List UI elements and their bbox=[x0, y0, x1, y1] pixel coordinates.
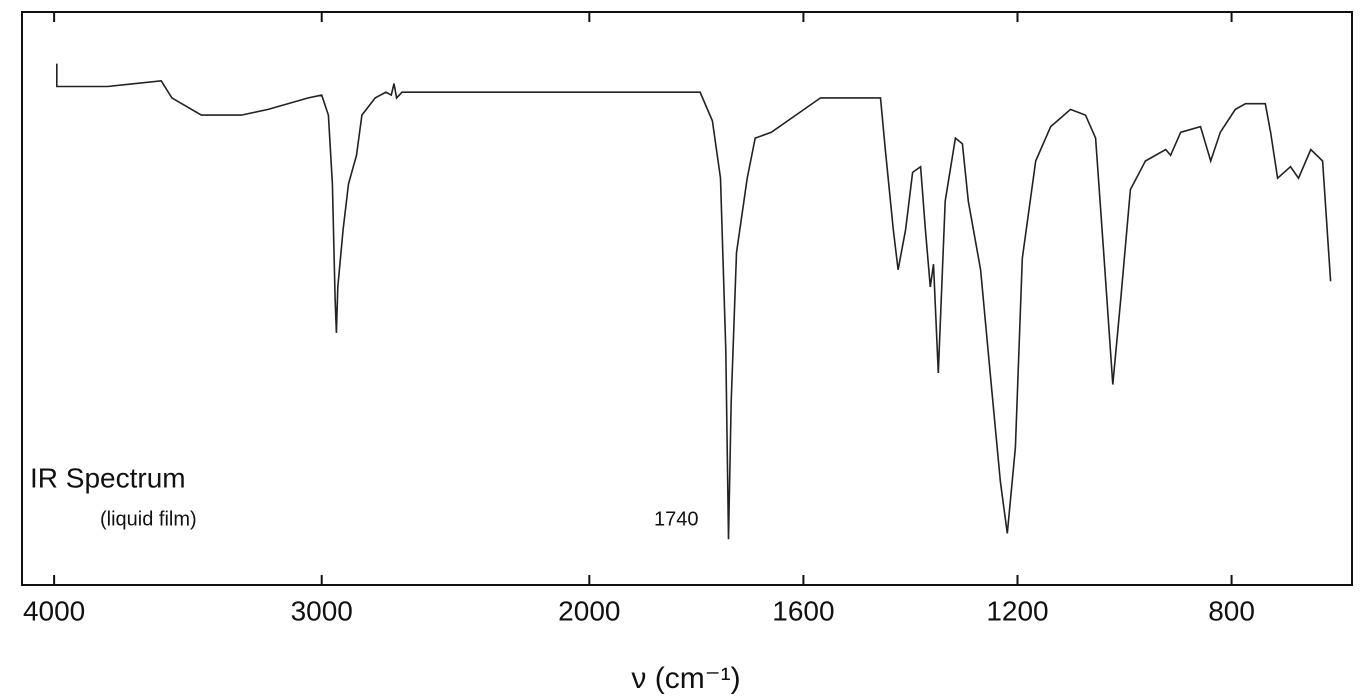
x-axis-label: ν (cm⁻¹) bbox=[631, 662, 740, 695]
chart-subtitle: (liquid film) bbox=[100, 508, 197, 530]
annotation: 1740 bbox=[654, 508, 699, 530]
x-tick-label: 1600 bbox=[772, 595, 834, 626]
x-tick-label: 1200 bbox=[986, 595, 1048, 626]
chart-title: IR Spectrum bbox=[30, 462, 186, 493]
x-tick-label: 2000 bbox=[558, 595, 620, 626]
x-tick-label: 3000 bbox=[291, 595, 353, 626]
spectrum-line bbox=[56, 63, 1332, 540]
plot-frame bbox=[21, 11, 1353, 586]
x-tick-label: 4000 bbox=[23, 595, 85, 626]
x-tick-label: 800 bbox=[1208, 595, 1255, 626]
